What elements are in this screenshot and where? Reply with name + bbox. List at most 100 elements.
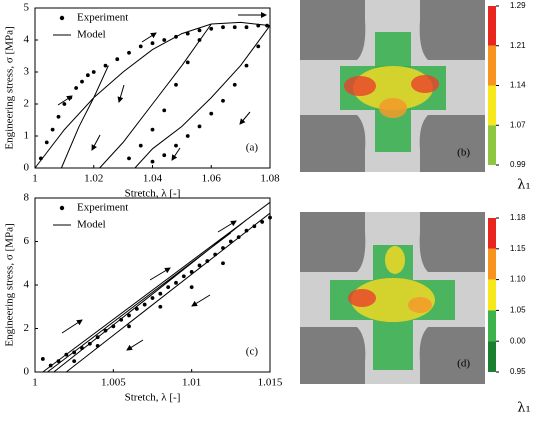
data-point xyxy=(44,140,49,145)
data-point xyxy=(162,108,167,113)
data-point xyxy=(138,143,143,148)
data-point xyxy=(150,296,155,300)
legend-label: Model xyxy=(77,219,106,231)
model-line xyxy=(42,201,271,373)
data-point xyxy=(162,38,167,42)
y-tick-label: 3 xyxy=(24,66,30,78)
data-point xyxy=(197,28,202,33)
data-point xyxy=(127,50,131,55)
y-tick-label: 5 xyxy=(24,2,30,14)
data-point xyxy=(181,274,186,279)
colorbar-label: 0.00 xyxy=(510,336,526,345)
data-point xyxy=(134,307,139,311)
arrows-c xyxy=(61,220,237,351)
colorbar-label: 0.99 xyxy=(510,160,526,169)
x-tick-label: 1.015 xyxy=(258,377,283,389)
arrow xyxy=(57,95,73,106)
arrow xyxy=(171,147,181,161)
x-tick-label: 1 xyxy=(32,377,38,389)
x-tick-label: 1.04 xyxy=(143,173,163,185)
colorbar-segment xyxy=(488,6,496,46)
colorbar-segment xyxy=(488,310,496,342)
map-image-b xyxy=(300,0,485,172)
y-tick-label: 6 xyxy=(24,235,30,247)
y-tick-label: 1 xyxy=(24,130,30,142)
data-point xyxy=(174,280,178,285)
colorbar-label: 1.15 xyxy=(510,244,526,253)
legend-label: Model xyxy=(77,29,106,41)
data-point xyxy=(221,261,225,266)
y-tick-label: 2 xyxy=(24,322,30,334)
strain-field xyxy=(411,75,439,93)
data-point xyxy=(80,79,84,84)
data-point xyxy=(189,285,194,290)
chart: 1 1.005 1.01 1.015 0 2 4 6 8 Stretch, λ [-] Engine… xyxy=(4,192,283,404)
data-point xyxy=(221,25,225,30)
data-point xyxy=(260,220,265,224)
data-point xyxy=(142,302,147,307)
y-axis-label: Engineering stress, σ [MPa] xyxy=(4,26,16,149)
strain-field xyxy=(344,76,376,96)
data-point xyxy=(252,224,257,229)
data-point xyxy=(91,70,96,74)
data-point xyxy=(138,44,143,49)
strain-field xyxy=(353,66,433,110)
data-point xyxy=(74,86,79,90)
x-tick-label: 1.005 xyxy=(101,377,126,389)
arrow xyxy=(141,32,157,43)
arrow xyxy=(91,134,101,151)
panel-label: (b) xyxy=(457,147,470,159)
data-point xyxy=(150,41,155,46)
map-image-d xyxy=(300,212,485,384)
data-point xyxy=(50,127,55,132)
data-point xyxy=(115,57,120,62)
data-point xyxy=(174,82,178,87)
legend-marker xyxy=(59,15,65,21)
y-tick-label: 0 xyxy=(24,162,30,174)
model-line xyxy=(34,21,271,169)
panel-label: (a) xyxy=(246,142,259,154)
data-point xyxy=(244,63,249,68)
data-point xyxy=(185,31,190,36)
arrows-a xyxy=(57,12,267,161)
arrow xyxy=(149,267,171,281)
data-point xyxy=(103,63,108,68)
legend-marker xyxy=(59,205,65,211)
data-point xyxy=(158,304,163,309)
data-point xyxy=(119,317,124,322)
arrow xyxy=(217,220,237,233)
colorbar-segment xyxy=(488,218,496,249)
x-tick-label: 1.08 xyxy=(260,173,280,185)
colorbar-segment xyxy=(488,248,496,280)
panel-label: (d) xyxy=(457,358,470,370)
x-tick-label: 1.06 xyxy=(202,173,222,185)
data-point xyxy=(127,156,131,161)
colorbar-symbol: λ₁ xyxy=(517,401,530,416)
data-point xyxy=(197,124,202,129)
data-point xyxy=(209,26,214,31)
colorbar-symbol: λ₁ xyxy=(517,178,530,193)
data-point xyxy=(62,102,67,106)
data-point xyxy=(158,291,163,296)
panel-label: (c) xyxy=(246,346,259,358)
y-tick-label: 0 xyxy=(24,366,30,378)
data-point xyxy=(127,324,131,329)
y-axis-label: Engineering stress, σ [MPa] xyxy=(4,223,16,346)
data-point xyxy=(174,143,178,148)
colorbar-segment xyxy=(488,279,496,311)
data-point xyxy=(85,73,90,78)
data-point xyxy=(40,357,45,361)
strain-field xyxy=(408,297,432,313)
data-point xyxy=(185,60,190,65)
y-tick-label: 8 xyxy=(24,192,30,204)
data-point xyxy=(150,127,155,132)
data-point xyxy=(268,215,272,220)
colorbar-label: 1.21 xyxy=(510,41,526,50)
colorbar-label: 1.18 xyxy=(510,213,526,222)
x-axis-label: Stretch, λ [-] xyxy=(125,392,181,404)
data-point xyxy=(205,259,210,263)
data-point xyxy=(185,134,190,138)
x-tick-label: 1.01 xyxy=(182,377,201,389)
